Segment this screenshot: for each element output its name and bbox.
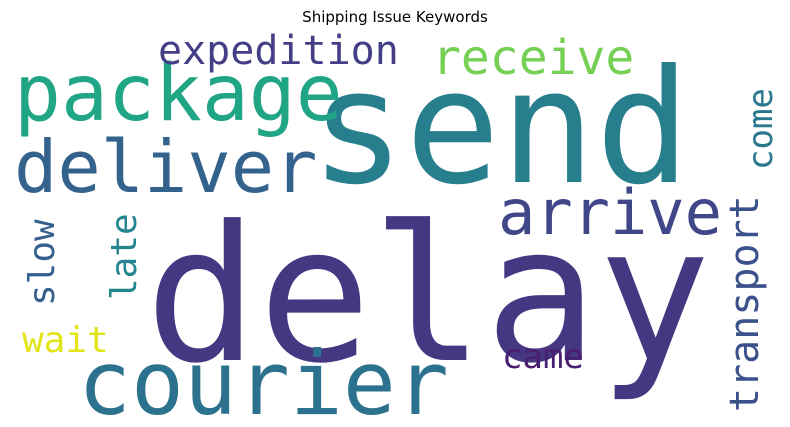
chart-title: Shipping Issue Keywords — [302, 8, 488, 26]
word-arrive: arrive — [498, 176, 722, 249]
word-come: come — [741, 88, 781, 170]
word-wait: wait — [22, 320, 109, 361]
word-delay: delay — [145, 186, 711, 405]
word-slow: slow — [22, 219, 63, 306]
word-package: package — [14, 49, 343, 139]
word-courier: courier — [78, 332, 449, 427]
word-transport: transport — [722, 195, 768, 412]
word-receive: receive — [432, 30, 634, 86]
word-came: came — [502, 337, 584, 377]
word-late: late — [104, 213, 145, 300]
word-expedition: expedition — [158, 28, 399, 74]
word-deliver: deliver — [14, 125, 317, 209]
word-send: send — [310, 36, 691, 220]
